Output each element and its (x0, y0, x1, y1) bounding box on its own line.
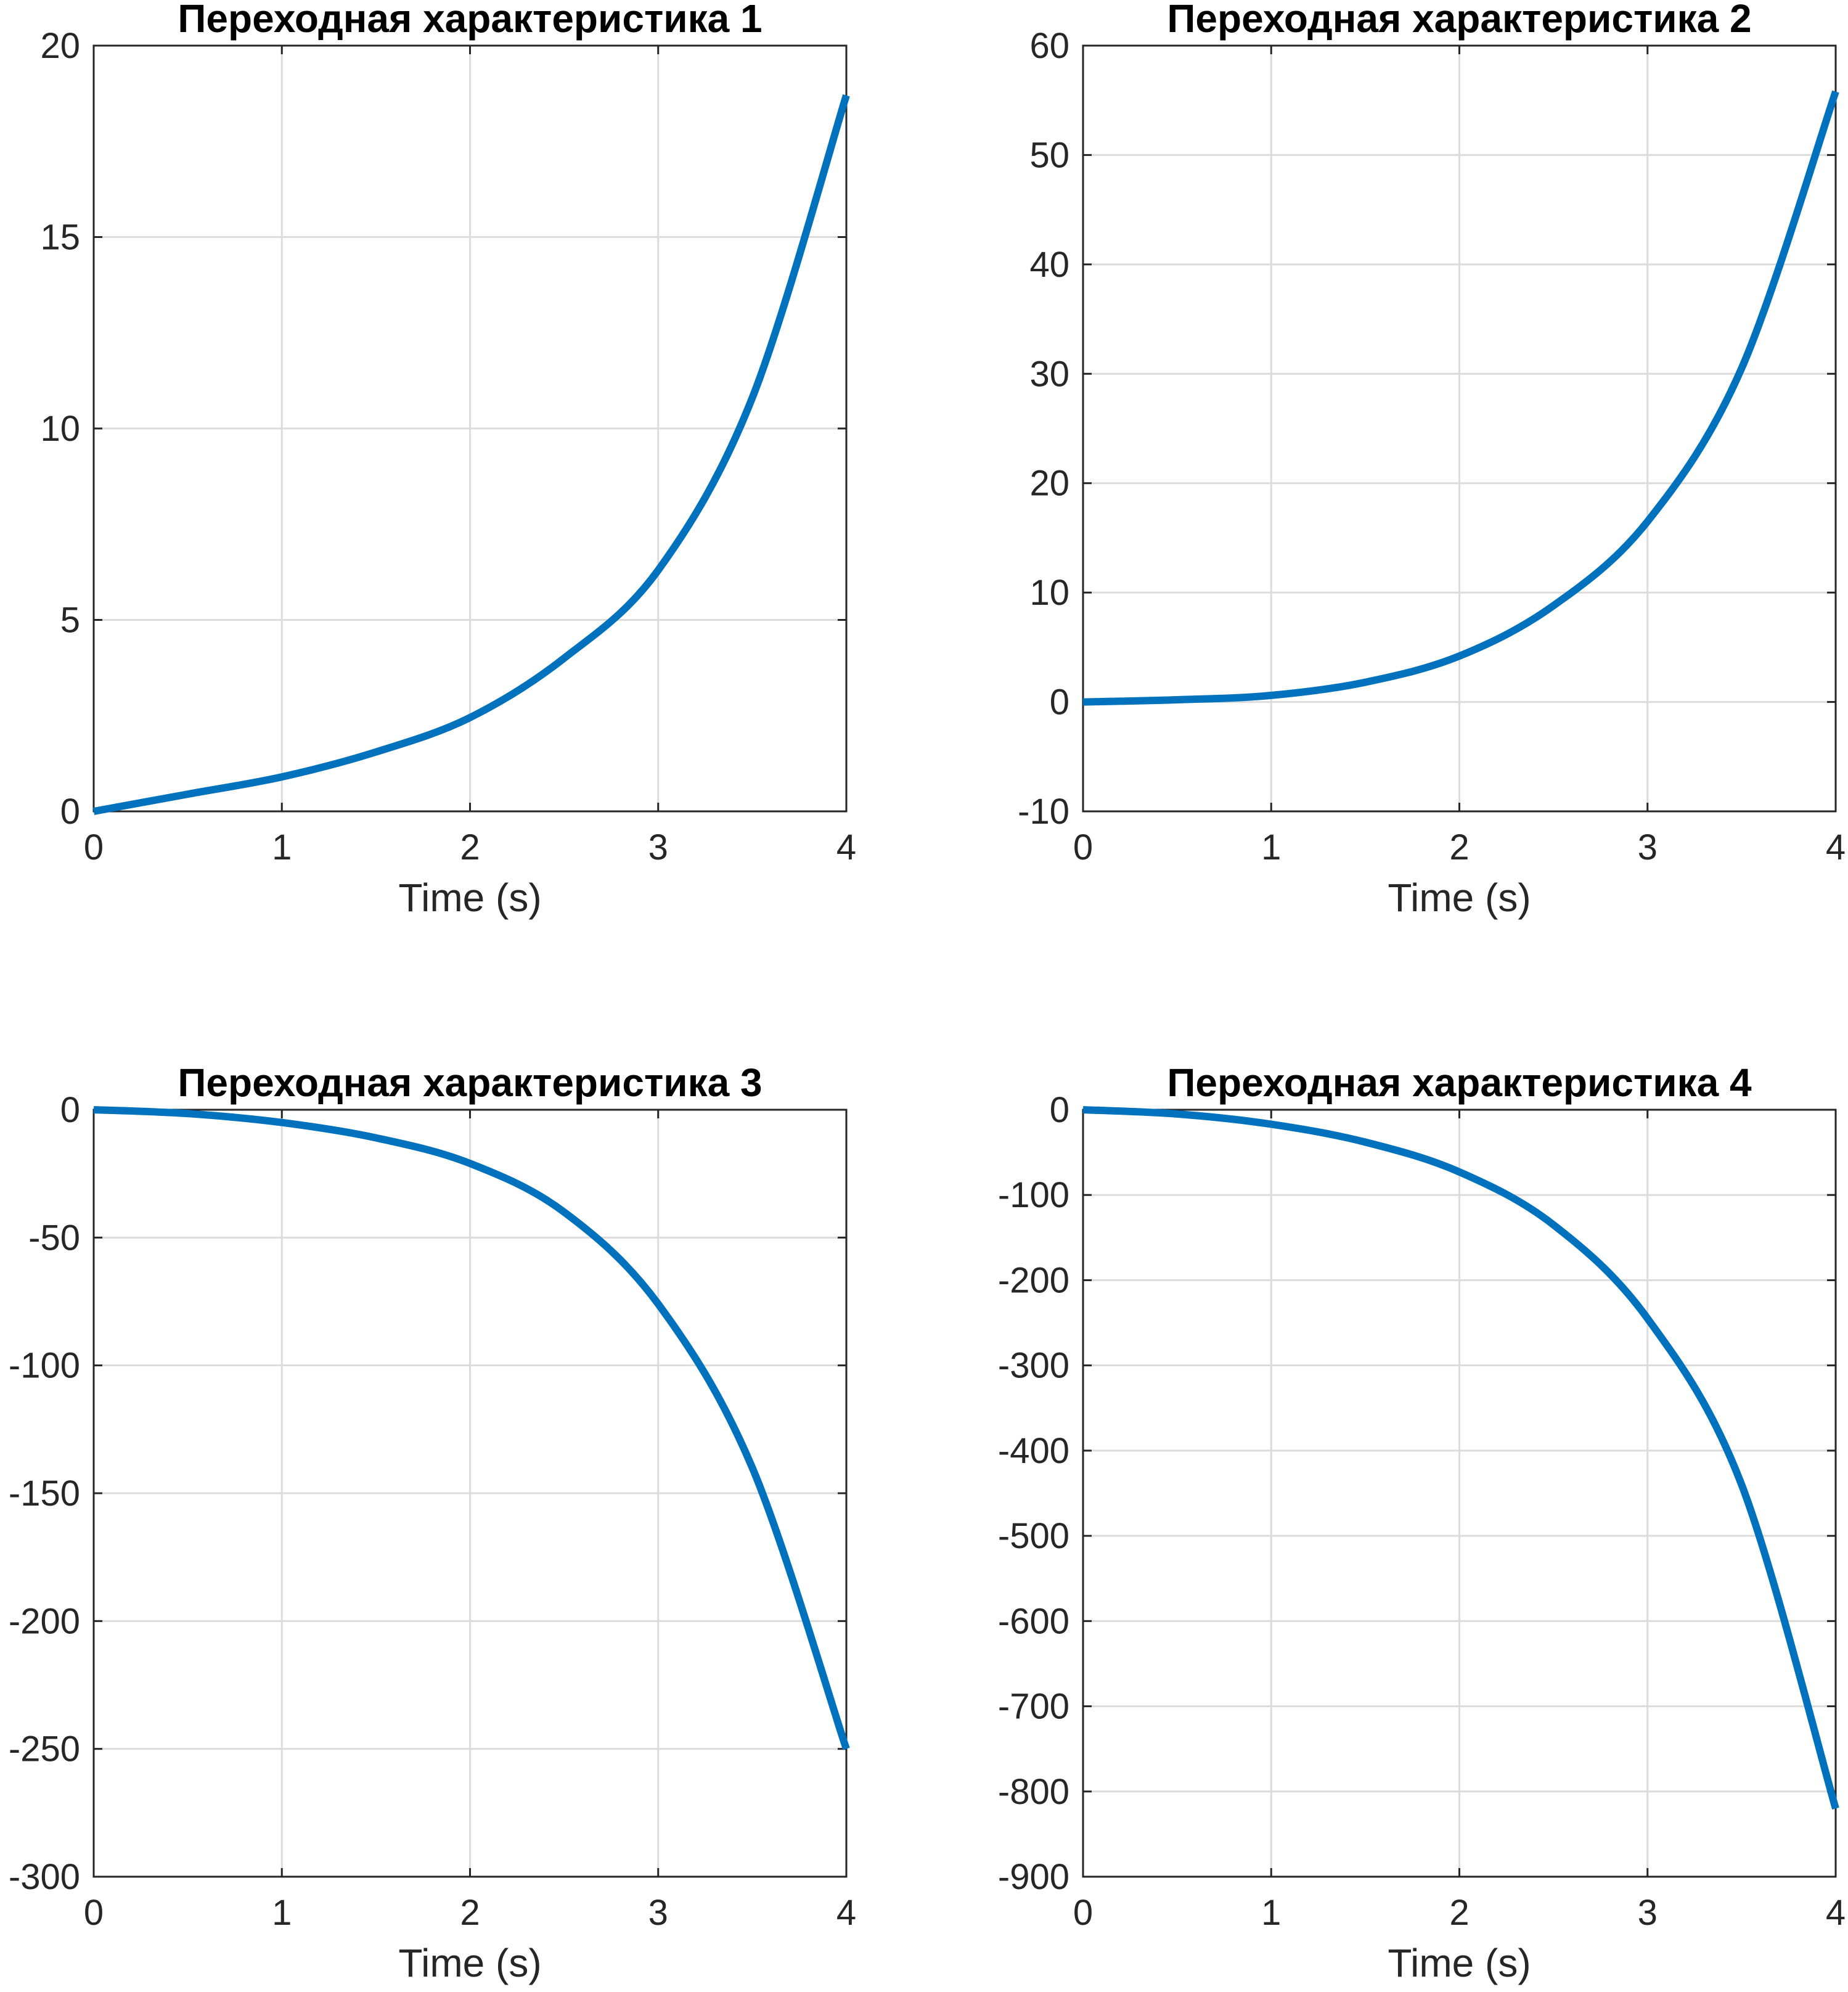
y-tick-label: -50 (28, 1218, 80, 1258)
y-tick-label: 50 (1029, 135, 1069, 175)
subplot-1: 0 1 2 3 4 0 5 10 15 20 Переходная характеристика 1… (40, 0, 856, 920)
x-tick-label: 3 (648, 1893, 668, 1933)
y-tick-label: 0 (60, 1090, 80, 1130)
y-tick-label: 20 (40, 26, 80, 66)
y-tick-label: -100 (998, 1175, 1069, 1215)
y-tick-label: 30 (1029, 354, 1069, 394)
y-tick-label: -150 (9, 1474, 80, 1514)
x-tick-label: 0 (84, 827, 104, 867)
chart-title: Переходная характеристика 2 (1167, 0, 1751, 41)
subplot-3: 0 1 2 3 4 -300 -250 -200 -150 -100 -50 0 Переходная … (9, 1060, 856, 1985)
x-tick-label: 1 (1261, 827, 1281, 867)
x-tick-label: 4 (836, 1893, 856, 1933)
x-tick-label: 2 (460, 1893, 480, 1933)
y-tick-label: -600 (998, 1601, 1069, 1641)
x-tick-label: 0 (84, 1893, 104, 1933)
y-tick-label: -250 (9, 1729, 80, 1769)
x-tick-label: 1 (272, 1893, 292, 1933)
y-tick-label: 5 (60, 600, 80, 641)
y-tick-label: -900 (998, 1857, 1069, 1897)
y-tick-label: -200 (9, 1601, 80, 1641)
axes-frame (1082, 1109, 1837, 1878)
y-tick-label: -300 (9, 1857, 80, 1897)
x-tick-label: 3 (1638, 827, 1658, 867)
y-tick-label: -300 (998, 1346, 1069, 1386)
x-tick-label: 1 (272, 827, 292, 867)
x-tick-label: 4 (1826, 1893, 1846, 1933)
y-tick-label: 20 (1029, 464, 1069, 504)
data-line (92, 94, 850, 815)
y-tick-label: 0 (60, 792, 80, 832)
x-tick-label: 4 (836, 827, 856, 867)
data-line (93, 1106, 850, 1750)
y-tick-label: 15 (40, 218, 80, 258)
x-tick-label: 2 (460, 827, 480, 867)
x-tick-label: 2 (1449, 827, 1469, 867)
y-tick-label: -10 (1018, 792, 1069, 832)
subplot-4: 0 1 2 3 4 -900 -800 -700 -600 -500 -400 -300 -200 -10… (998, 1060, 1846, 1985)
x-axis-label: Time (s) (1388, 875, 1531, 920)
x-axis-label: Time (s) (398, 875, 541, 920)
axes-frame (92, 1109, 848, 1878)
x-tick-label: 0 (1073, 1893, 1093, 1933)
chart-title: Переходная характеристика 1 (178, 0, 762, 41)
y-tick-label: -200 (998, 1260, 1069, 1300)
chart-title: Переходная характеристика 4 (1167, 1060, 1752, 1105)
y-tick-label: 10 (1029, 573, 1069, 613)
y-tick-label: 0 (1050, 682, 1069, 723)
x-tick-label: 3 (1638, 1893, 1658, 1933)
x-axis-label: Time (s) (398, 1941, 541, 1985)
y-tick-label: 40 (1029, 245, 1069, 285)
x-axis-label: Time (s) (1388, 1941, 1531, 1985)
y-tick-label: -400 (998, 1431, 1069, 1471)
x-tick-label: 1 (1261, 1893, 1281, 1933)
y-tick-label: -700 (998, 1687, 1069, 1727)
y-tick-label: -100 (9, 1346, 80, 1386)
axes-frame (92, 44, 848, 813)
y-tick-label: 60 (1029, 26, 1069, 66)
x-tick-label: 3 (648, 827, 668, 867)
x-tick-label: 4 (1826, 827, 1846, 867)
chart-title: Переходная характеристика 3 (178, 1060, 762, 1105)
data-line (1082, 90, 1839, 706)
data-line (1082, 1106, 1839, 1810)
axes-frame (1082, 44, 1837, 813)
y-tick-label: -500 (998, 1516, 1069, 1556)
y-tick-label: -800 (998, 1772, 1069, 1812)
y-tick-label: 10 (40, 409, 80, 449)
y-tick-label: 0 (1050, 1090, 1069, 1130)
x-tick-label: 0 (1073, 827, 1093, 867)
x-tick-label: 2 (1449, 1893, 1469, 1933)
